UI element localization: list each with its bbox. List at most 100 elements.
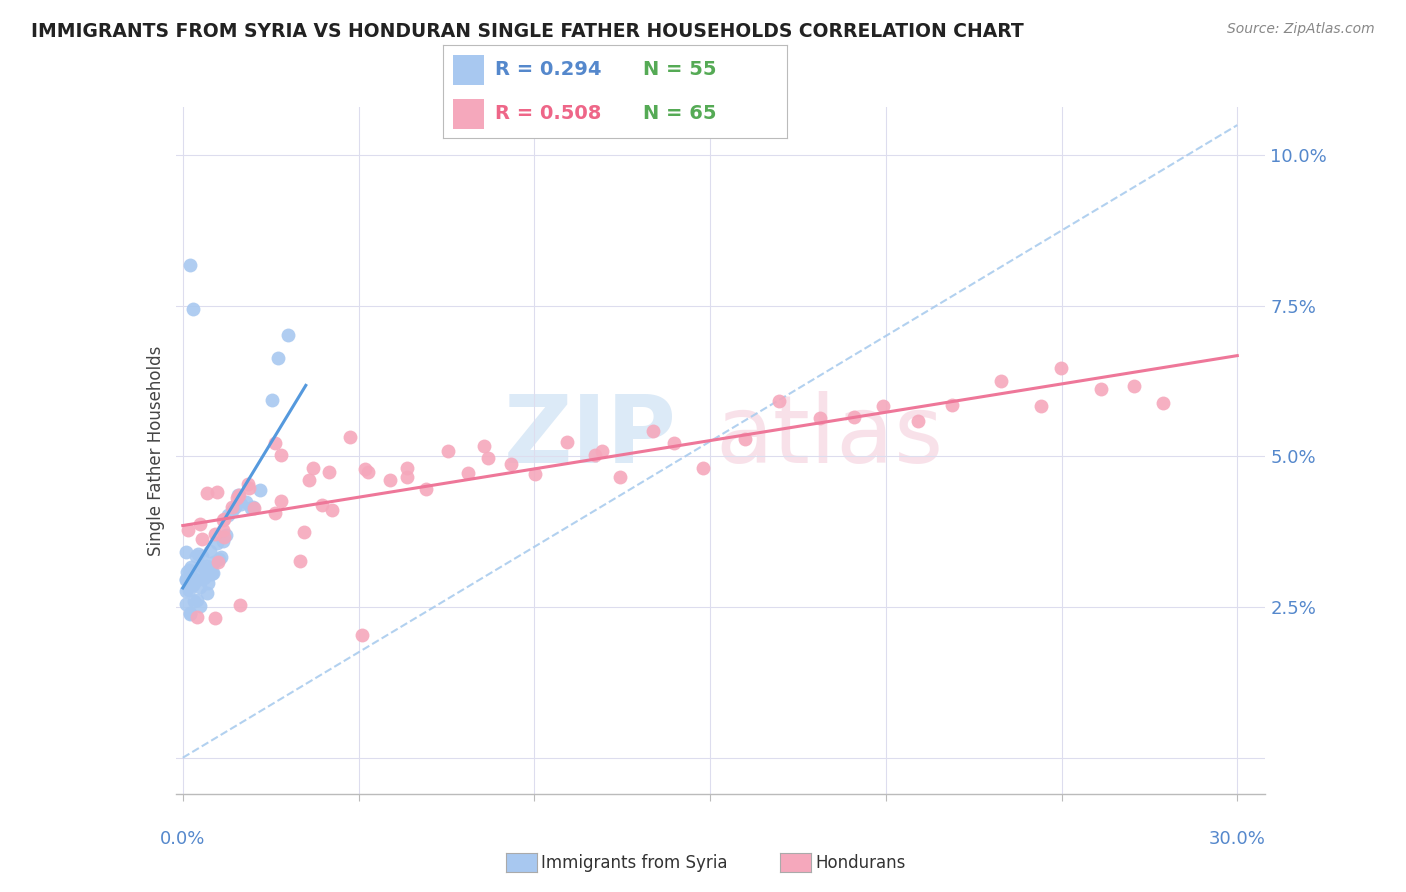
Point: [238, 481, 260, 495]
Point: [240, 501, 263, 516]
Point: [212, 511, 235, 525]
Text: ZIP: ZIP: [503, 391, 676, 483]
Point: [768, 393, 790, 408]
Point: [198, 544, 221, 558]
Point: [318, 465, 340, 479]
Point: [583, 448, 606, 462]
Point: [205, 535, 228, 549]
Point: [235, 495, 257, 509]
Point: [205, 484, 228, 499]
Point: [298, 473, 321, 487]
Point: [228, 487, 250, 501]
Point: [201, 566, 224, 580]
Point: [176, 565, 198, 579]
Point: [174, 583, 197, 598]
Point: [290, 554, 312, 568]
Point: [555, 435, 578, 450]
Point: [204, 526, 226, 541]
Point: [990, 375, 1012, 389]
Point: [501, 457, 523, 471]
Point: [208, 552, 231, 566]
Point: [842, 410, 865, 425]
Point: [190, 580, 212, 594]
Point: [321, 502, 343, 516]
Point: [1123, 379, 1146, 393]
Point: [181, 301, 204, 316]
Text: R = 0.294: R = 0.294: [495, 61, 600, 79]
Point: [267, 351, 290, 365]
Point: [224, 500, 246, 514]
Point: [186, 593, 208, 607]
Point: [415, 482, 437, 496]
Point: [221, 504, 243, 518]
Point: [226, 488, 249, 502]
Point: [292, 525, 315, 540]
Point: [264, 436, 287, 450]
Point: [200, 566, 222, 581]
Point: [174, 597, 197, 611]
Point: [221, 500, 243, 514]
Point: [249, 483, 271, 497]
Point: [177, 523, 200, 537]
Point: [188, 516, 211, 531]
Point: [187, 547, 209, 561]
Text: atlas: atlas: [716, 391, 943, 483]
Point: [183, 594, 205, 608]
Point: [1090, 382, 1112, 396]
Point: [184, 549, 207, 563]
Point: [191, 560, 214, 574]
Point: [378, 474, 401, 488]
Point: [195, 559, 218, 574]
Point: [193, 571, 215, 585]
Text: 30.0%: 30.0%: [1209, 830, 1265, 848]
Point: [810, 411, 832, 425]
Point: [1029, 399, 1052, 413]
Point: [186, 609, 208, 624]
Point: [204, 611, 226, 625]
Point: [195, 486, 218, 500]
Point: [277, 328, 299, 343]
Point: [270, 494, 292, 508]
Bar: [453, 55, 484, 85]
Point: [180, 559, 202, 574]
Text: Hondurans: Hondurans: [815, 854, 905, 871]
Text: N = 65: N = 65: [643, 104, 716, 123]
Point: [353, 461, 375, 475]
Point: [176, 573, 198, 587]
Bar: [453, 99, 484, 129]
Point: [179, 563, 201, 577]
Point: [179, 607, 201, 622]
Point: [395, 470, 418, 484]
Point: [174, 545, 197, 559]
Point: [339, 430, 361, 444]
Point: [214, 528, 236, 542]
Y-axis label: Single Father Households: Single Father Households: [146, 345, 165, 556]
Point: [243, 501, 266, 516]
Point: [179, 566, 201, 581]
Point: [191, 532, 214, 546]
Point: [1152, 395, 1174, 409]
Point: [350, 628, 373, 642]
Point: [179, 259, 201, 273]
Point: [195, 585, 218, 599]
Point: [197, 575, 219, 590]
Point: [1050, 360, 1073, 375]
Point: [207, 555, 229, 569]
Point: [181, 573, 204, 587]
Point: [357, 465, 380, 479]
Point: [270, 448, 292, 462]
Point: [202, 555, 225, 569]
Point: [179, 606, 201, 620]
Point: [186, 574, 208, 588]
Point: [311, 498, 333, 512]
Point: [183, 572, 205, 586]
Point: [226, 491, 249, 506]
Point: [228, 598, 250, 612]
Point: [609, 470, 631, 484]
Point: [941, 399, 963, 413]
Point: [260, 392, 283, 407]
Point: [264, 506, 287, 520]
Point: [188, 599, 211, 613]
Point: [201, 566, 224, 580]
Point: [641, 425, 664, 439]
